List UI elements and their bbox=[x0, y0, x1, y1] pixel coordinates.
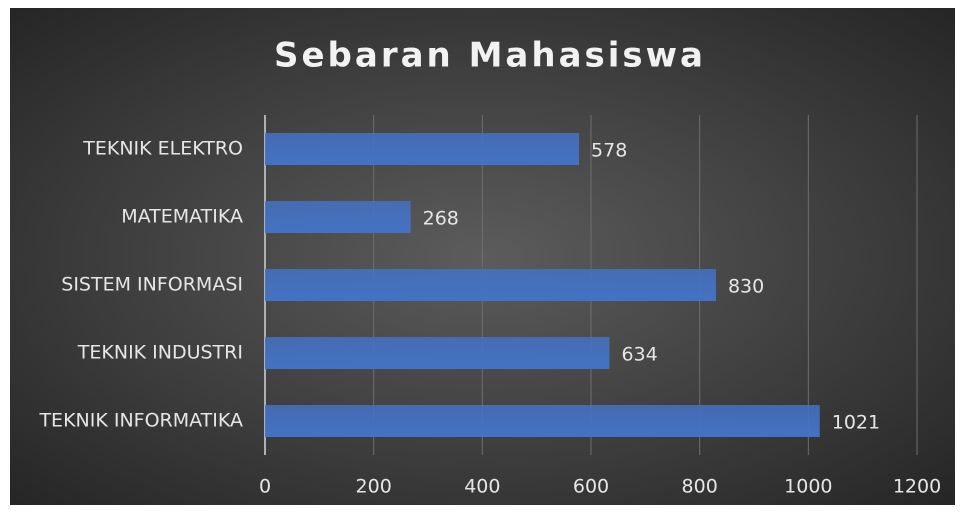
x-tick-label: 1000 bbox=[784, 476, 832, 498]
y-tick-label: TEKNIK INDUSTRI bbox=[77, 342, 243, 364]
x-tick-label: 0 bbox=[259, 476, 271, 498]
value-label: 1021 bbox=[832, 412, 880, 434]
x-tick-label: 1200 bbox=[893, 476, 941, 498]
value-label: 830 bbox=[728, 276, 764, 298]
value-label: 634 bbox=[621, 344, 657, 366]
chart-title: Sebaran Mahasiswa bbox=[274, 36, 706, 76]
bar bbox=[265, 269, 716, 301]
bar bbox=[265, 337, 610, 369]
value-label: 268 bbox=[423, 208, 459, 230]
bar bbox=[265, 405, 820, 437]
bar bbox=[265, 201, 411, 233]
value-label: 578 bbox=[591, 140, 627, 162]
y-tick-label: TEKNIK ELEKTRO bbox=[82, 138, 243, 160]
y-tick-label: SISTEM INFORMASI bbox=[61, 274, 243, 296]
x-tick-label: 400 bbox=[464, 476, 500, 498]
x-tick-label: 200 bbox=[356, 476, 392, 498]
x-tick-label: 800 bbox=[682, 476, 718, 498]
y-tick-label: TEKNIK INFORMATIKA bbox=[38, 410, 243, 432]
y-tick-label: MATEMATIKA bbox=[121, 206, 243, 228]
x-tick-label: 600 bbox=[573, 476, 609, 498]
bar bbox=[265, 133, 580, 165]
